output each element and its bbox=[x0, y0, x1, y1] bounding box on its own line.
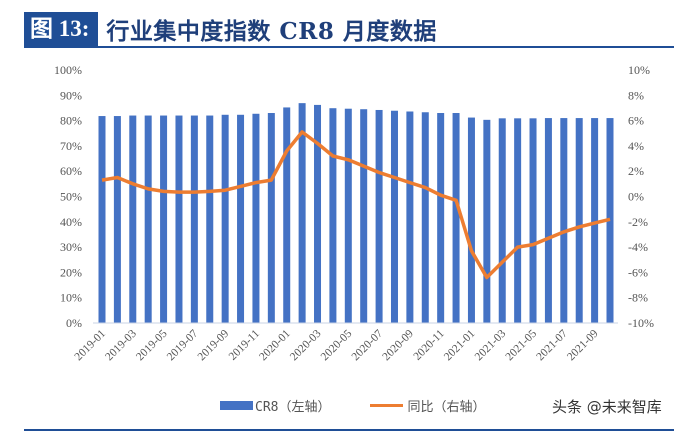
bar bbox=[98, 116, 106, 324]
x-tick-label: 2021-05 bbox=[504, 327, 540, 363]
x-tick-label: 2019-07 bbox=[165, 327, 201, 363]
figure-label: 图 13: bbox=[24, 12, 99, 46]
x-tick-label: 2020-11 bbox=[411, 327, 446, 362]
x-axis: 2019-012019-032019-052019-072019-092019-… bbox=[73, 327, 601, 363]
left-tick-label: 30% bbox=[60, 240, 82, 254]
x-tick-label: 2021-01 bbox=[442, 327, 478, 363]
right-tick-label: 4% bbox=[628, 139, 644, 153]
x-tick-label: 2019-01 bbox=[73, 327, 109, 363]
left-tick-label: 70% bbox=[60, 139, 82, 153]
x-tick-label: 2020-07 bbox=[350, 327, 386, 363]
right-tick-label: 2% bbox=[628, 164, 644, 178]
bar bbox=[498, 118, 506, 323]
left-axis: 0% 10% 20% 30% 40% 50% 60% 70% 80% 90% 100% bbox=[54, 63, 82, 330]
bar bbox=[160, 115, 168, 323]
x-tick-label: 2021-09 bbox=[565, 327, 601, 363]
right-tick-label: 8% bbox=[628, 88, 644, 102]
bar bbox=[591, 118, 599, 323]
left-tick-label: 40% bbox=[60, 215, 82, 229]
bar bbox=[406, 111, 414, 323]
x-tick-label: 2019-09 bbox=[196, 327, 232, 363]
title-divider bbox=[24, 46, 674, 48]
bar bbox=[206, 115, 214, 323]
right-tick-label: -8% bbox=[628, 291, 648, 305]
right-tick-label: -6% bbox=[628, 265, 648, 279]
figure-title: 图 13: 行业集中度指数 CR8 月度数据 bbox=[24, 12, 437, 46]
bar bbox=[329, 108, 337, 323]
bar bbox=[452, 113, 460, 323]
bar bbox=[390, 110, 398, 323]
bar bbox=[267, 113, 275, 323]
x-tick-label: 2019-11 bbox=[227, 327, 262, 362]
yoy-line bbox=[101, 130, 611, 280]
bar bbox=[544, 118, 552, 323]
legend: CR8（左轴） 同比（右轴） bbox=[220, 396, 526, 415]
bar bbox=[575, 118, 583, 323]
right-axis: -10% -8% -6% -4% -2% 0% 2% 4% 6% 8% 10% bbox=[628, 63, 654, 330]
bar bbox=[175, 115, 183, 323]
legend-label-cr8: CR8（左轴） bbox=[255, 400, 331, 415]
legend-label-yoy: 同比（右轴） bbox=[407, 400, 486, 415]
bar bbox=[467, 117, 475, 324]
bar bbox=[514, 118, 522, 323]
bar bbox=[529, 118, 537, 323]
x-tick-label: 2021-03 bbox=[473, 327, 509, 363]
x-tick-label: 2020-09 bbox=[380, 327, 416, 363]
right-tick-label: -10% bbox=[628, 316, 654, 330]
left-tick-label: 10% bbox=[60, 291, 82, 305]
bar bbox=[283, 107, 291, 323]
bar bbox=[237, 114, 245, 323]
bar bbox=[190, 115, 198, 323]
right-tick-label: -2% bbox=[628, 215, 648, 229]
x-tick-label: 2020-03 bbox=[288, 327, 324, 363]
chart-area: 0% 10% 20% 30% 40% 50% 60% 70% 80% 90% 100% -10% -8… bbox=[54, 63, 654, 363]
bottom-divider bbox=[24, 429, 674, 431]
left-tick-label: 80% bbox=[60, 114, 82, 128]
right-tick-label: -4% bbox=[628, 240, 648, 254]
bar bbox=[298, 103, 306, 323]
x-tick-label: 2021-07 bbox=[534, 327, 570, 363]
bar bbox=[360, 109, 368, 323]
bar bbox=[437, 113, 445, 323]
bar bbox=[252, 113, 260, 323]
left-tick-label: 90% bbox=[60, 88, 82, 102]
bar bbox=[375, 109, 383, 323]
bar bbox=[113, 116, 121, 324]
left-tick-label: 60% bbox=[60, 164, 82, 178]
bar bbox=[314, 104, 322, 323]
bar bbox=[129, 115, 137, 323]
right-tick-label: 0% bbox=[628, 190, 644, 204]
left-tick-label: 100% bbox=[54, 63, 82, 77]
bar bbox=[560, 118, 568, 323]
legend-item-cr8: CR8（左轴） bbox=[220, 396, 330, 415]
x-tick-label: 2019-05 bbox=[134, 327, 170, 363]
x-tick-label: 2020-01 bbox=[257, 327, 293, 363]
line-swatch-icon bbox=[370, 404, 404, 407]
watermark: 头条 @未来智库 bbox=[552, 398, 662, 416]
left-tick-label: 50% bbox=[60, 190, 82, 204]
left-tick-label: 0% bbox=[66, 316, 82, 330]
right-tick-label: 6% bbox=[628, 114, 644, 128]
bar bbox=[421, 112, 429, 323]
legend-item-yoy: 同比（右轴） bbox=[370, 396, 486, 415]
bar-swatch-icon bbox=[220, 401, 253, 410]
cr8-bars bbox=[98, 103, 614, 324]
chart-title: 行业集中度指数 CR8 月度数据 bbox=[106, 18, 437, 45]
x-tick-label: 2020-05 bbox=[319, 327, 355, 363]
bar bbox=[144, 115, 152, 323]
bar bbox=[221, 114, 229, 323]
left-tick-label: 20% bbox=[60, 265, 82, 279]
bar bbox=[483, 119, 491, 323]
right-tick-label: 10% bbox=[628, 63, 650, 77]
x-tick-label: 2019-03 bbox=[103, 327, 139, 363]
bar bbox=[344, 108, 352, 323]
